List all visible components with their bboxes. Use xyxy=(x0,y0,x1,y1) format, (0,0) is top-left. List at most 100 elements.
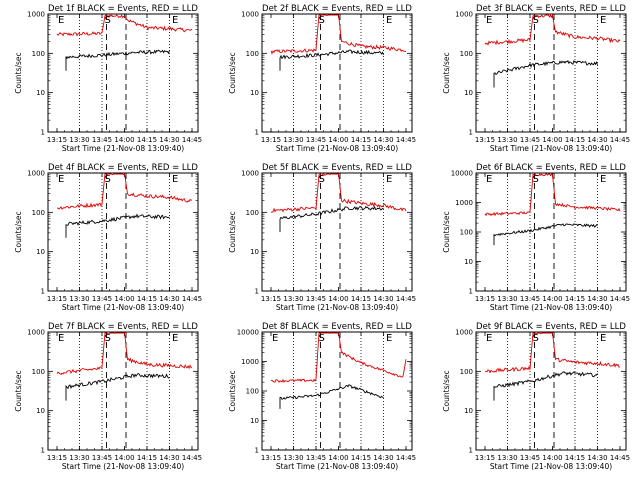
x-tick-label: 13:45 xyxy=(520,136,540,144)
plot-frame xyxy=(261,13,413,133)
x-tick-label: 14:45 xyxy=(182,295,202,303)
y-tick-label: 1000 xyxy=(241,11,259,19)
events-series-line xyxy=(493,371,598,401)
y-tick-label: 1 xyxy=(469,288,473,296)
x-tick-label: 14:45 xyxy=(396,295,416,303)
plot-frame xyxy=(475,172,627,292)
y-tick-label: 1 xyxy=(41,288,45,296)
x-axis-label: Start Time (21-Nov-08 13:09:40) xyxy=(276,303,398,312)
x-tick-label: 14:15 xyxy=(351,454,371,462)
x-tick-label: 14:00 xyxy=(542,295,562,303)
panel-title: Det 2f BLACK = Events, RED = LLD xyxy=(262,4,412,14)
x-tick-label: 13:45 xyxy=(92,454,112,462)
y-axis-label: Counts/sec xyxy=(228,52,237,93)
x-tick-label: 13:15 xyxy=(475,295,495,303)
marker-end: E xyxy=(172,15,178,26)
x-tick-label: 14:45 xyxy=(396,136,416,144)
y-tick-label: 10 xyxy=(250,417,259,425)
x-tick-label: 14:15 xyxy=(565,454,585,462)
marker-start: S xyxy=(105,174,111,185)
x-tick-label: 13:45 xyxy=(306,136,326,144)
marker-end: E xyxy=(272,333,278,344)
events-series-line xyxy=(279,384,384,409)
marker-start: S xyxy=(533,15,539,26)
x-axis-label: Start Time (21-Nov-08 13:09:40) xyxy=(490,303,612,312)
plot-frame xyxy=(475,13,627,133)
x-axis-label: Start Time (21-Nov-08 13:09:40) xyxy=(490,144,612,153)
x-tick-label: 13:15 xyxy=(47,454,67,462)
x-tick-label: 13:15 xyxy=(47,136,67,144)
y-axis-label: Counts/sec xyxy=(14,52,23,93)
y-tick-label: 1 xyxy=(255,288,259,296)
marker-end: E xyxy=(486,333,492,344)
x-tick-label: 14:00 xyxy=(542,454,562,462)
y-axis-label: Counts/sec xyxy=(14,370,23,411)
marker-end: E xyxy=(386,15,392,26)
x-tick-label: 14:45 xyxy=(396,454,416,462)
y-tick-label: 1000 xyxy=(241,170,259,178)
x-tick-label: 13:15 xyxy=(261,295,281,303)
y-tick-label: 1000 xyxy=(27,11,45,19)
marker-start: S xyxy=(319,174,325,185)
x-tick-label: 14:30 xyxy=(587,454,607,462)
lld-series-line xyxy=(270,332,407,383)
panel-title: Det 3f BLACK = Events, RED = LLD xyxy=(476,4,626,14)
x-tick-label: 14:00 xyxy=(328,136,348,144)
marker-end: E xyxy=(386,174,392,185)
x-tick-label: 14:30 xyxy=(373,136,393,144)
x-axis-label: Start Time (21-Nov-08 13:09:40) xyxy=(62,303,184,312)
panel-title: Det 6f BLACK = Events, RED = LLD xyxy=(476,163,626,173)
y-axis-label: Counts/sec xyxy=(228,211,237,252)
x-tick-label: 14:15 xyxy=(137,295,157,303)
y-tick-label: 100 xyxy=(32,209,45,217)
y-tick-label: 100 xyxy=(32,50,45,58)
y-tick-label: 100 xyxy=(32,368,45,376)
x-tick-label: 13:45 xyxy=(520,295,540,303)
y-tick-label: 1000 xyxy=(241,358,259,366)
x-tick-label: 13:30 xyxy=(69,454,89,462)
events-series-line xyxy=(493,59,598,88)
x-tick-label: 14:00 xyxy=(328,454,348,462)
panel-title: Det 4f BLACK = Events, RED = LLD xyxy=(48,163,198,173)
x-tick-label: 14:15 xyxy=(351,136,371,144)
events-series-line xyxy=(65,213,170,238)
y-tick-label: 100 xyxy=(246,388,259,396)
x-tick-label: 14:15 xyxy=(137,454,157,462)
x-tick-label: 13:15 xyxy=(261,454,281,462)
plot-frame xyxy=(47,172,199,292)
x-tick-label: 13:30 xyxy=(497,136,517,144)
x-tick-label: 14:00 xyxy=(114,295,134,303)
x-tick-label: 14:15 xyxy=(137,136,157,144)
lld-series-line xyxy=(56,173,193,210)
x-tick-label: 13:45 xyxy=(306,454,326,462)
marker-end: E xyxy=(58,15,64,26)
x-tick-label: 13:30 xyxy=(283,295,303,303)
x-tick-label: 14:30 xyxy=(159,295,179,303)
x-tick-label: 14:45 xyxy=(610,136,630,144)
plot-frame xyxy=(261,331,413,451)
y-axis-label: Counts/sec xyxy=(14,211,23,252)
events-series-line xyxy=(65,373,170,401)
x-axis-label: Start Time (21-Nov-08 13:09:40) xyxy=(62,144,184,153)
x-tick-label: 13:15 xyxy=(261,136,281,144)
plot-frame xyxy=(47,331,199,451)
x-tick-label: 13:45 xyxy=(92,295,112,303)
panel-2: Det 2f BLACK = Events, RED = LLD 13:15 13:… xyxy=(228,4,416,153)
x-tick-label: 14:30 xyxy=(159,454,179,462)
y-tick-label: 10 xyxy=(250,248,259,256)
lld-series-line xyxy=(270,14,407,55)
plot-frame xyxy=(261,172,413,292)
marker-end: E xyxy=(486,174,492,185)
y-tick-label: 10000 xyxy=(451,170,473,178)
y-tick-label: 10 xyxy=(464,258,473,266)
x-tick-label: 13:45 xyxy=(92,136,112,144)
x-tick-label: 14:00 xyxy=(328,295,348,303)
y-axis-label: Counts/sec xyxy=(442,52,451,93)
y-tick-label: 10 xyxy=(464,89,473,97)
marker-end: E xyxy=(600,15,606,26)
